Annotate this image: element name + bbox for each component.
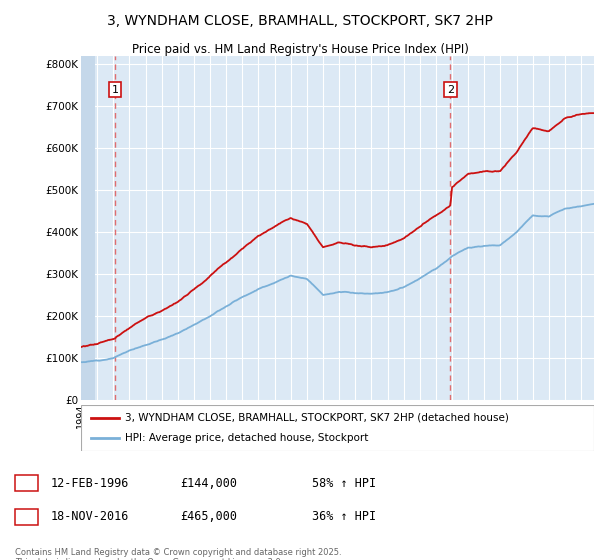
Text: 36% ↑ HPI: 36% ↑ HPI <box>312 510 376 524</box>
Text: 1: 1 <box>23 478 30 488</box>
Text: 2: 2 <box>23 512 30 522</box>
Text: Price paid vs. HM Land Registry's House Price Index (HPI): Price paid vs. HM Land Registry's House … <box>131 43 469 56</box>
Text: 2: 2 <box>447 85 454 95</box>
Text: 58% ↑ HPI: 58% ↑ HPI <box>312 477 376 490</box>
Text: Contains HM Land Registry data © Crown copyright and database right 2025.
This d: Contains HM Land Registry data © Crown c… <box>15 548 341 560</box>
Text: 3, WYNDHAM CLOSE, BRAMHALL, STOCKPORT, SK7 2HP (detached house): 3, WYNDHAM CLOSE, BRAMHALL, STOCKPORT, S… <box>125 413 508 423</box>
Text: £144,000: £144,000 <box>180 477 237 490</box>
Text: HPI: Average price, detached house, Stockport: HPI: Average price, detached house, Stoc… <box>125 433 368 443</box>
Text: 1: 1 <box>112 85 118 95</box>
Text: 3, WYNDHAM CLOSE, BRAMHALL, STOCKPORT, SK7 2HP: 3, WYNDHAM CLOSE, BRAMHALL, STOCKPORT, S… <box>107 14 493 28</box>
Text: 12-FEB-1996: 12-FEB-1996 <box>51 477 130 490</box>
Text: 18-NOV-2016: 18-NOV-2016 <box>51 510 130 524</box>
Text: £465,000: £465,000 <box>180 510 237 524</box>
